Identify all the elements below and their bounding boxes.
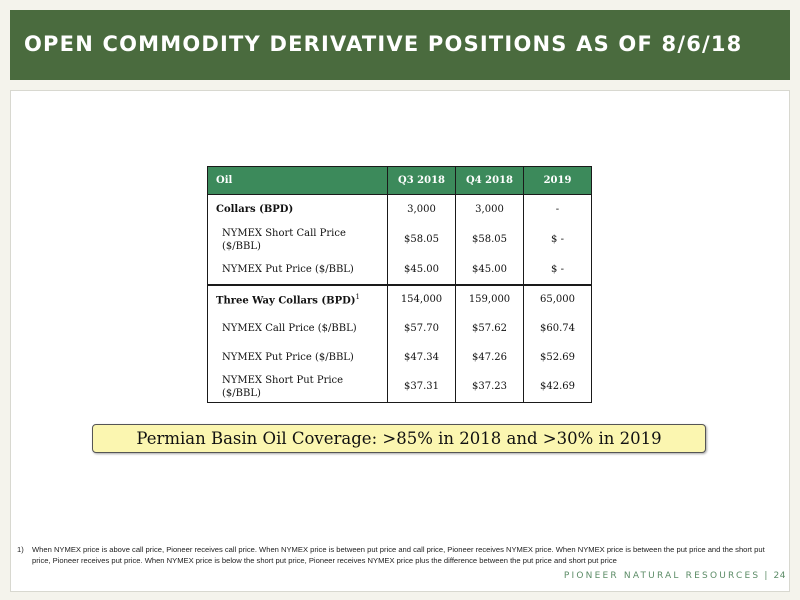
table-row: NYMEX Put Price ($/BBL) $45.00 $45.00 $ … <box>207 254 592 285</box>
cell-q4-2018: $58.05 <box>455 224 524 255</box>
footnote-number: 1) <box>17 545 24 554</box>
cell-2019: $42.69 <box>523 371 592 403</box>
cell-q3-2018: $58.05 <box>387 224 456 255</box>
cell-2019: $60.74 <box>523 313 592 343</box>
cell-2019: 65,000 <box>523 283 592 314</box>
cell-q4-2018: $47.26 <box>455 342 524 372</box>
cell-2019: - <box>523 194 592 225</box>
cell-q3-2018: $45.00 <box>387 254 456 285</box>
page-number: 24 <box>773 571 786 581</box>
row-label: NYMEX Short Call Price ($/BBL) <box>207 224 388 255</box>
row-label: NYMEX Put Price ($/BBL) <box>207 342 388 372</box>
cell-q4-2018: $37.23 <box>455 371 524 403</box>
table-row: NYMEX Short Put Price ($/BBL) $37.31 $37… <box>207 371 592 403</box>
coverage-callout: Permian Basin Oil Coverage: >85% in 2018… <box>92 424 706 453</box>
table-row: NYMEX Call Price ($/BBL) $57.70 $57.62 $… <box>207 313 592 343</box>
row-label: NYMEX Short Put Price ($/BBL) <box>207 371 388 403</box>
table-row: NYMEX Short Call Price ($/BBL) $58.05 $5… <box>207 224 592 255</box>
footnote: 1) When NYMEX price is above call price,… <box>17 545 777 566</box>
cell-q3-2018: 154,000 <box>387 283 456 314</box>
cell-2019: $ - <box>523 224 592 255</box>
column-header-q3-2018: Q3 2018 <box>387 166 456 195</box>
table-row: Collars (BPD) 3,000 3,000 - <box>207 194 592 225</box>
cell-q3-2018: $57.70 <box>387 313 456 343</box>
row-label: NYMEX Put Price ($/BBL) <box>207 254 388 285</box>
column-header-q4-2018: Q4 2018 <box>455 166 524 195</box>
cell-2019: $ - <box>523 254 592 285</box>
cell-q4-2018: 3,000 <box>455 194 524 225</box>
cell-q4-2018: $57.62 <box>455 313 524 343</box>
footer-separator: | <box>764 571 770 581</box>
footer-branding: PIONEER NATURAL RESOURCES | 24 <box>564 571 786 581</box>
row-label: Three Way Collars (BPD)1 <box>207 283 388 314</box>
row-label: Collars (BPD) <box>207 194 388 225</box>
footnote-marker: 1 <box>355 293 360 302</box>
footnote-text: When NYMEX price is above call price, Pi… <box>32 545 765 565</box>
column-header-oil: Oil <box>207 166 388 195</box>
slide-header: OPEN COMMODITY DERIVATIVE POSITIONS AS O… <box>10 10 790 80</box>
column-header-2019: 2019 <box>523 166 592 195</box>
row-label-text: Three Way Collars (BPD) <box>216 295 356 307</box>
derivatives-table-container: Oil Q3 2018 Q4 2018 2019 Collars (BPD) 3… <box>207 166 592 403</box>
row-label: NYMEX Call Price ($/BBL) <box>207 313 388 343</box>
cell-q3-2018: $37.31 <box>387 371 456 403</box>
slide-title: OPEN COMMODITY DERIVATIVE POSITIONS AS O… <box>24 32 743 56</box>
cell-q3-2018: $47.34 <box>387 342 456 372</box>
cell-q4-2018: $45.00 <box>455 254 524 285</box>
derivatives-table: Oil Q3 2018 Q4 2018 2019 Collars (BPD) 3… <box>207 166 592 403</box>
company-name: PIONEER NATURAL RESOURCES <box>563 571 761 581</box>
cell-2019: $52.69 <box>523 342 592 372</box>
table-row: Three Way Collars (BPD)1 154,000 159,000… <box>207 283 592 314</box>
cell-q4-2018: 159,000 <box>455 283 524 314</box>
cell-q3-2018: 3,000 <box>387 194 456 225</box>
table-row: NYMEX Put Price ($/BBL) $47.34 $47.26 $5… <box>207 342 592 372</box>
table-header-row: Oil Q3 2018 Q4 2018 2019 <box>207 166 592 195</box>
